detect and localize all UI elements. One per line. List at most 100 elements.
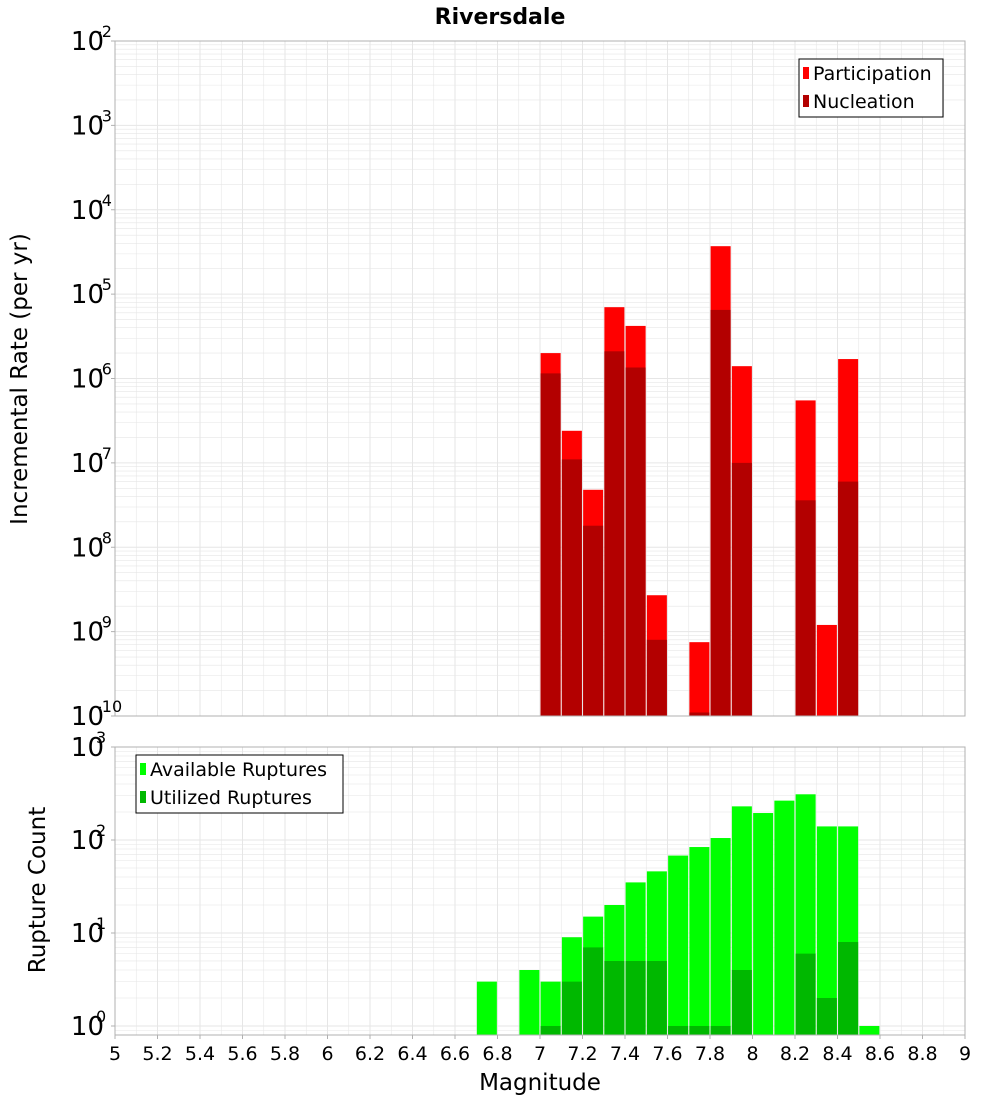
- bar-utilized-count: [625, 960, 646, 1035]
- y-tick-exponent: 2: [96, 821, 106, 840]
- x-tick-label: 5.6: [227, 1043, 257, 1065]
- y-tick-label: 10: [71, 618, 104, 648]
- top-legend: Participation Nucleation: [798, 58, 944, 118]
- bar-nucleation-rate: [795, 500, 816, 716]
- x-tick-label: 6.8: [482, 1043, 512, 1065]
- x-tick-label: 5: [109, 1043, 121, 1065]
- bar-participation-rate: [816, 624, 837, 716]
- bar-available-count: [774, 800, 795, 1035]
- bar-nucleation-rate: [625, 367, 646, 716]
- legend-label-utilized-ruptures: Utilized Ruptures: [150, 787, 312, 809]
- bar-utilized-count: [689, 1025, 710, 1035]
- legend-label-available-ruptures: Available Ruptures: [150, 759, 327, 781]
- x-tick-label: 8.6: [865, 1043, 895, 1065]
- x-tick-label: 7.4: [610, 1043, 640, 1065]
- x-tick-label: 9: [959, 1043, 971, 1065]
- legend-label-nucleation: Nucleation: [813, 91, 915, 113]
- x-axis-ticks: 5 5.2 5.4 5.6 5.8 6 6.2 6.4 6.6 6.8 7 7.2 7.4 7.6 7.8 8…: [109, 1035, 971, 1065]
- y-tick-label: 10: [71, 280, 104, 310]
- legend-swatch-utilized-ruptures: [140, 791, 146, 803]
- x-tick-label: 5.8: [270, 1043, 300, 1065]
- x-tick-label: 7.8: [695, 1043, 725, 1065]
- y-tick-exponent: -9: [96, 613, 112, 632]
- x-tick-label: 6.6: [440, 1043, 470, 1065]
- top-y-axis-label: Incremental Rate (per yr): [7, 233, 33, 525]
- top-plot-grid: [114, 40, 966, 717]
- x-tick-label: 6: [321, 1043, 333, 1065]
- bottom-y-axis-label: Rupture Count: [25, 807, 51, 973]
- x-tick-label: 7.6: [652, 1043, 682, 1065]
- y-tick-label: 10: [71, 196, 104, 226]
- bar-available-count: [753, 813, 774, 1035]
- x-tick-label: 7: [534, 1043, 546, 1065]
- y-tick-label: 10: [71, 27, 104, 57]
- bar-nucleation-rate: [646, 639, 667, 716]
- x-tick-label: 5.2: [142, 1043, 172, 1065]
- bar-nucleation-rate: [710, 309, 731, 716]
- y-tick-label: 10: [71, 111, 104, 141]
- legend-swatch-nucleation: [803, 95, 809, 107]
- bar-utilized-count: [731, 969, 752, 1035]
- bar-utilized-count: [540, 1025, 561, 1035]
- bar-utilized-count: [838, 942, 859, 1035]
- y-tick-label: 10: [71, 449, 104, 479]
- bar-available-count: [689, 847, 710, 1035]
- bar-utilized-count: [816, 997, 837, 1035]
- x-tick-label: 8: [746, 1043, 758, 1065]
- y-tick-label: 10: [71, 533, 104, 563]
- bar-available-count: [476, 981, 497, 1035]
- y-tick-exponent: -5: [96, 275, 112, 294]
- legend-swatch-participation: [803, 67, 809, 79]
- bottom-plot-bars: [476, 794, 880, 1035]
- bar-utilized-count: [710, 1025, 731, 1035]
- x-tick-label: 7.2: [567, 1043, 597, 1065]
- y-tick-exponent: -8: [96, 528, 112, 547]
- x-tick-label: 6.2: [355, 1043, 385, 1065]
- y-tick-exponent: -2: [96, 22, 112, 41]
- bar-available-count: [710, 838, 731, 1035]
- bar-available-count: [859, 1025, 880, 1035]
- y-tick-label: 10: [71, 826, 104, 856]
- y-tick-exponent: -3: [96, 106, 112, 125]
- bar-utilized-count: [561, 981, 582, 1035]
- x-tick-label: 8.8: [907, 1043, 937, 1065]
- y-tick-label: 10: [71, 733, 104, 763]
- x-tick-label: 5.4: [185, 1043, 215, 1065]
- x-tick-label: 8.4: [822, 1043, 852, 1065]
- y-tick-exponent: 0: [96, 1007, 106, 1026]
- bar-nucleation-rate: [561, 459, 582, 716]
- bar-utilized-count: [795, 953, 816, 1035]
- bar-utilized-count: [604, 960, 625, 1035]
- legend-label-participation: Participation: [813, 63, 932, 85]
- y-tick-label: 10: [71, 919, 104, 949]
- bottom-legend: Available Ruptures Utilized Ruptures: [135, 754, 344, 814]
- y-tick-label: 10: [71, 365, 104, 395]
- y-tick-label: 10: [71, 1012, 104, 1042]
- y-tick-label: 10: [71, 702, 104, 732]
- bar-available-count: [540, 981, 561, 1035]
- x-axis-label: Magnitude: [479, 1070, 601, 1096]
- bar-nucleation-rate: [731, 462, 752, 716]
- bar-nucleation-rate: [689, 712, 710, 716]
- bar-participation-rate: [689, 642, 710, 716]
- bar-available-count: [519, 969, 540, 1035]
- bar-nucleation-rate: [583, 525, 604, 716]
- y-tick-exponent: -4: [96, 191, 112, 210]
- y-tick-exponent: 3: [96, 728, 106, 747]
- top-plot-bars: [540, 246, 859, 716]
- bar-nucleation-rate: [838, 481, 859, 716]
- x-tick-label: 6.4: [397, 1043, 427, 1065]
- bar-utilized-count: [583, 947, 604, 1035]
- bar-nucleation-rate: [604, 351, 625, 716]
- x-tick-label: 8.2: [780, 1043, 810, 1065]
- chart-title: Riversdale: [435, 5, 566, 30]
- bar-utilized-count: [668, 1025, 689, 1035]
- bar-available-count: [668, 855, 689, 1035]
- bar-available-count: [816, 826, 837, 1035]
- y-tick-exponent: -10: [96, 697, 122, 716]
- y-tick-exponent: -7: [96, 444, 112, 463]
- y-tick-exponent: -6: [96, 360, 112, 379]
